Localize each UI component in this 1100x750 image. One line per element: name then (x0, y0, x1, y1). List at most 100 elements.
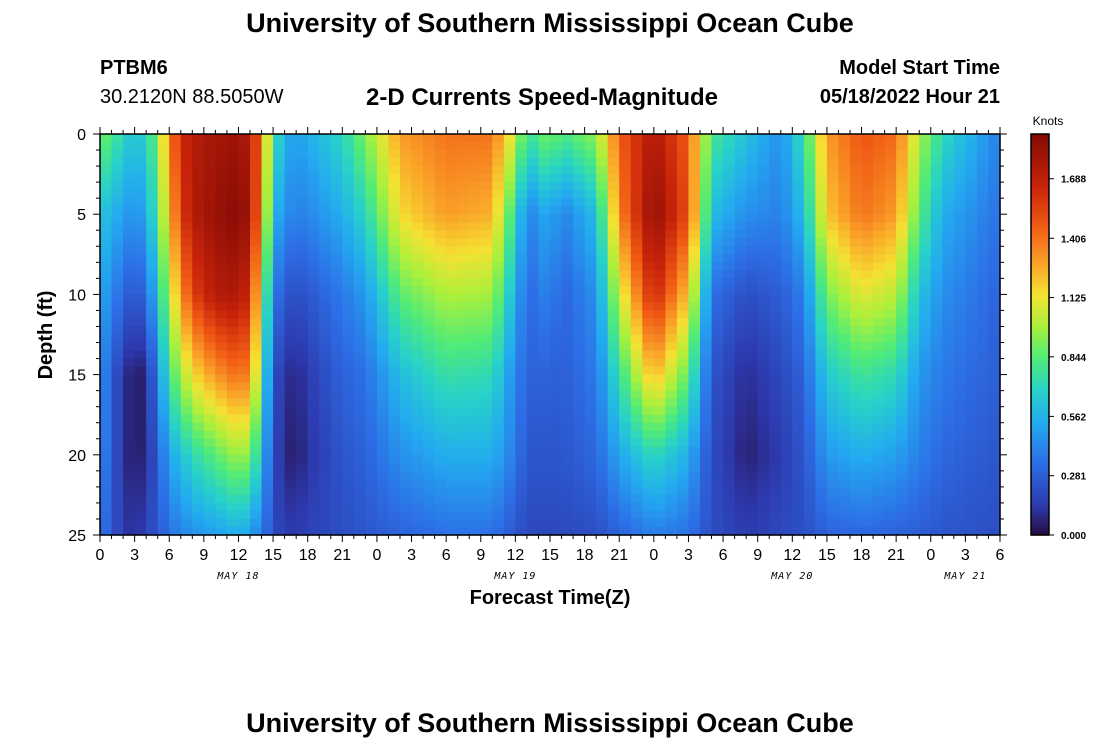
heatmap-cell (919, 270, 932, 279)
heatmap-cell (250, 406, 263, 416)
heatmap-cell (388, 278, 401, 287)
heatmap-cell (123, 510, 136, 520)
heatmap-cell (861, 446, 874, 456)
heatmap-cell (769, 142, 782, 151)
heatmap-cell (100, 422, 113, 432)
heatmap-cell (780, 366, 793, 376)
heatmap-cell (296, 246, 309, 255)
heatmap-cell (630, 262, 643, 271)
heatmap-cell (676, 166, 690, 175)
heatmap-cell (780, 382, 793, 392)
heatmap-cell (180, 318, 193, 328)
heatmap-cell (146, 430, 159, 440)
heatmap-cell (203, 422, 216, 432)
heatmap-cell (792, 486, 805, 496)
heatmap-cell (296, 350, 309, 360)
heatmap-cell (515, 230, 528, 239)
heatmap-cell (700, 334, 713, 344)
heatmap-cell (930, 254, 943, 263)
heatmap-cell (653, 462, 666, 472)
heatmap-cell (169, 222, 182, 231)
heatmap-cell (296, 414, 309, 424)
heatmap-cell (100, 462, 113, 472)
heatmap-cell (169, 158, 182, 167)
heatmap-cell (180, 414, 193, 424)
heatmap-cell (688, 302, 701, 312)
heatmap-cell (711, 390, 724, 400)
heatmap-cell (376, 206, 390, 215)
heatmap-cell (873, 222, 886, 231)
heatmap-cell (411, 446, 424, 456)
heatmap-cell (803, 342, 816, 352)
heatmap-cell (653, 358, 666, 368)
heatmap-cell (873, 230, 886, 239)
heatmap-cell (307, 334, 320, 344)
heatmap-cell (907, 430, 920, 440)
heatmap-cell (942, 190, 955, 199)
heatmap-cell (584, 262, 597, 271)
heatmap-cell (930, 510, 943, 520)
heatmap-cell (561, 318, 574, 328)
heatmap-cell (746, 246, 759, 255)
heatmap-cell (203, 294, 216, 304)
heatmap-cell (226, 350, 240, 360)
heatmap-cell (619, 302, 632, 312)
heatmap-cell (411, 382, 424, 392)
heatmap-cell (988, 294, 1001, 304)
heatmap-cell (723, 246, 736, 255)
heatmap-cell (896, 302, 909, 312)
heatmap-cell (792, 206, 805, 215)
heatmap-cell (838, 478, 851, 488)
heatmap-cell (503, 518, 516, 528)
colorbar-segment (1031, 397, 1049, 402)
heatmap-cell (965, 398, 978, 408)
heatmap-cell (515, 406, 528, 416)
heatmap-cell (503, 414, 516, 424)
heatmap-cell (757, 238, 770, 247)
heatmap-cell (434, 374, 447, 384)
heatmap-cell (157, 430, 170, 440)
heatmap-cell (976, 486, 990, 496)
heatmap-cell (630, 470, 643, 480)
heatmap-cell (665, 182, 678, 191)
heatmap-cell (365, 526, 378, 536)
heatmap-cell (296, 422, 309, 432)
heatmap-cell (457, 518, 470, 528)
heatmap-cell (261, 462, 274, 472)
heatmap-cell (976, 270, 990, 279)
heatmap-cell (480, 254, 493, 263)
heatmap-cell (480, 334, 493, 344)
heatmap-cell (734, 190, 747, 199)
heatmap-cell (792, 310, 805, 320)
heatmap-cell (896, 254, 909, 263)
heatmap-cell (469, 142, 482, 151)
heatmap-cell (457, 270, 470, 279)
heatmap-cell (596, 382, 609, 392)
heatmap-cell (665, 270, 678, 279)
heatmap-cell (411, 270, 424, 279)
heatmap-cell (284, 262, 297, 271)
heatmap-cell (976, 374, 990, 384)
heatmap-cell (342, 174, 355, 183)
heatmap-cell (619, 414, 632, 424)
heatmap-cell (769, 366, 782, 376)
heatmap-cell (469, 430, 482, 440)
heatmap-cell (284, 350, 297, 360)
heatmap-cell (434, 422, 447, 432)
heatmap-cell (815, 494, 828, 504)
heatmap-cell (342, 526, 355, 536)
heatmap-cell (157, 414, 170, 424)
heatmap-cell (688, 190, 701, 199)
heatmap-cell (365, 446, 378, 456)
heatmap-cell (411, 254, 424, 263)
heatmap-cell (826, 222, 840, 231)
heatmap-cell (342, 382, 355, 392)
heatmap-cell (238, 374, 251, 384)
heatmap-cell (907, 302, 920, 312)
heatmap-cell (930, 294, 943, 304)
heatmap-cell (480, 142, 493, 151)
heatmap-cell (988, 430, 1001, 440)
heatmap-cell (492, 382, 505, 392)
heatmap-cell (423, 134, 436, 143)
heatmap-cell (457, 494, 470, 504)
